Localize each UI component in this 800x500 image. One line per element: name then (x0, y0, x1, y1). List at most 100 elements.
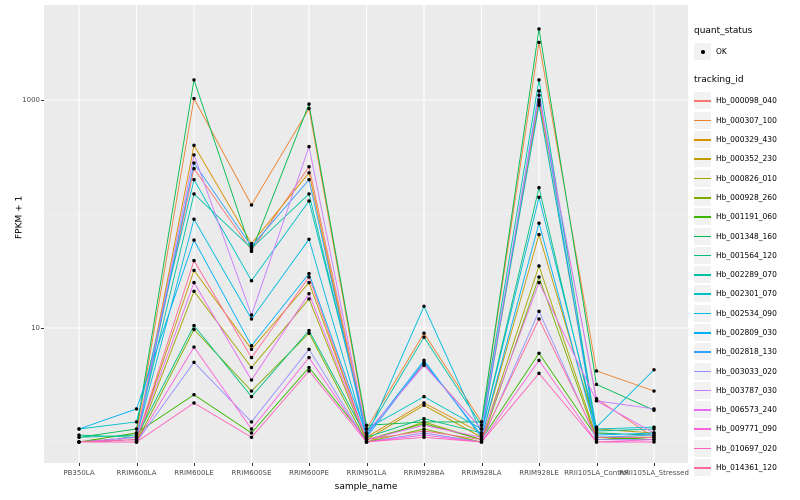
data-point (594, 399, 599, 403)
data-point (537, 232, 541, 237)
data-point (307, 331, 311, 335)
data-point (249, 435, 254, 439)
data-point (422, 335, 426, 339)
data-point (307, 347, 311, 352)
legend-label: Hb_000928_260 (716, 192, 777, 202)
data-point (134, 437, 139, 442)
data-point (594, 425, 599, 429)
legend-label: Hb_000826_010 (716, 173, 777, 183)
x-tick-label-RRIM600LA: RRIM600LA (116, 469, 157, 477)
legend-label: Hb_002809_030 (716, 328, 777, 337)
data-point (249, 389, 254, 393)
legend-key-line-icon (694, 150, 711, 168)
data-point (192, 217, 196, 221)
plot-area (44, 5, 688, 463)
legend-entry-Hb_009771_090: Hb_009771_090 (694, 419, 800, 438)
legend-entry-Hb_002818_130: Hb_002818_130 (694, 342, 800, 361)
data-point (77, 440, 81, 444)
data-point (537, 100, 541, 105)
data-point (364, 440, 369, 444)
legend-entry-Hb_002289_070: Hb_002289_070 (694, 265, 800, 284)
x-tick-label-RRIM600SE: RRIM600SE (231, 469, 272, 477)
data-point (192, 238, 196, 242)
data-point (307, 102, 311, 106)
data-point (422, 429, 426, 433)
data-point (537, 186, 541, 190)
data-point (422, 423, 426, 428)
data-point (594, 369, 599, 373)
data-point (537, 280, 541, 285)
data-point (307, 275, 311, 279)
data-point (537, 264, 541, 268)
x-tick-label-PB350LA: PB350LA (63, 469, 95, 477)
data-point (422, 435, 426, 439)
data-point (307, 328, 311, 333)
line-swatch-icon (694, 312, 711, 315)
x-tick-mark (366, 463, 368, 466)
x-tick-mark (596, 463, 598, 466)
legend-label: Hb_002534_090 (716, 308, 777, 318)
legend-entry-Hb_003033_020: Hb_003033_020 (694, 361, 800, 380)
legend-label: Hb_003787_030 (716, 385, 777, 395)
data-point (134, 407, 139, 411)
legend-label: Hb_002818_130 (716, 347, 777, 357)
x-tick-mark (654, 463, 655, 466)
line-swatch-icon (694, 293, 711, 295)
data-point (422, 331, 426, 335)
data-point (537, 98, 541, 102)
data-point (192, 289, 196, 293)
data-point (652, 440, 656, 444)
data-point (249, 378, 254, 382)
legend-label: Hb_002301_070 (716, 289, 777, 299)
data-point (192, 78, 196, 82)
line-swatch-icon (694, 447, 711, 450)
data-point (307, 144, 311, 149)
legend-entry-Hb_006573_240: Hb_006573_240 (694, 400, 800, 419)
x-tick-mark (194, 463, 195, 466)
data-point (307, 199, 311, 203)
data-point (479, 423, 484, 428)
data-point (249, 249, 254, 254)
legend-label: Hb_000098_040 (716, 96, 777, 106)
data-point (307, 271, 311, 276)
data-point (594, 382, 599, 387)
data-point (249, 317, 254, 321)
data-point (249, 241, 254, 246)
legend: quant_status OK tracking_id Hb_000098_04… (694, 26, 800, 477)
x-tick-label-RRIM928LA: RRIM928LA (461, 469, 502, 477)
data-point (652, 368, 656, 372)
data-point (422, 363, 426, 368)
data-point (307, 280, 311, 285)
data-point (307, 192, 311, 196)
data-point (652, 425, 656, 429)
data-point (249, 365, 254, 370)
data-point (192, 258, 196, 263)
data-point (537, 78, 541, 82)
x-tick-mark (481, 463, 483, 466)
legend-key-line-icon (694, 266, 711, 284)
data-point (537, 40, 541, 45)
legend-key-line-icon (694, 111, 711, 129)
legend-key-line-icon (694, 362, 711, 380)
x-tick-mark (79, 463, 80, 466)
data-point (249, 244, 254, 249)
data-point (364, 431, 369, 435)
data-point (594, 440, 599, 444)
data-point (652, 389, 656, 393)
legend-key-line-icon (694, 246, 711, 264)
data-point (192, 177, 196, 182)
data-point (479, 427, 484, 431)
data-point (307, 291, 311, 296)
x-tick-mark (251, 463, 253, 466)
data-point (364, 427, 369, 431)
legend-entry-Hb_000352_230: Hb_000352_230 (694, 149, 800, 168)
data-point (364, 423, 369, 428)
data-point (192, 360, 196, 365)
x-tick-label-RRII105LA_Stressed: RRII105LA_Stressed (619, 469, 689, 477)
data-point (479, 440, 484, 444)
legend-entry-Hb_000826_010: Hb_000826_010 (694, 168, 800, 187)
data-point (192, 166, 196, 171)
legend-key-line-icon (694, 131, 711, 149)
legend-entry-Hb_002534_090: Hb_002534_090 (694, 304, 800, 323)
legend-key-line-icon (694, 92, 711, 110)
